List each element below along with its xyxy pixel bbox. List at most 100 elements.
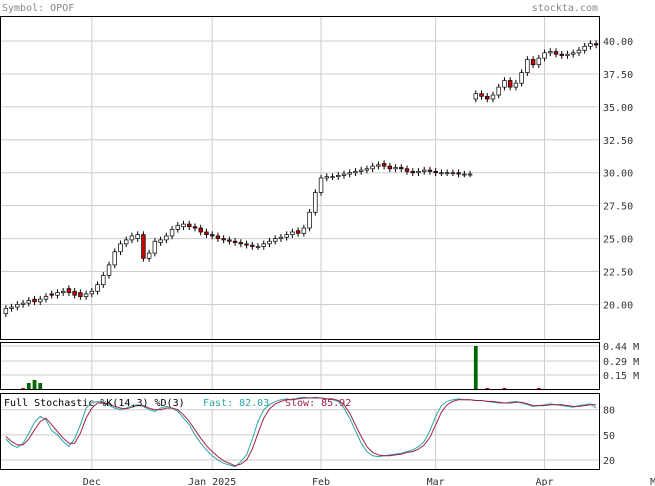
candle-body <box>485 95 490 100</box>
candle-body <box>164 235 169 241</box>
candle-body <box>536 57 542 66</box>
stochastic-tick-label: 20 <box>603 456 615 467</box>
candle-body <box>112 251 117 266</box>
candle-body <box>559 53 564 56</box>
candle-body <box>232 240 238 243</box>
volume-tick-label: 0.29 M <box>603 357 639 368</box>
price-tick-label: 22.50 <box>603 268 633 279</box>
candle-body <box>582 45 587 51</box>
slow-value-label: Slow: 85.92 <box>285 398 351 409</box>
candle-body <box>450 172 456 175</box>
candle-body <box>381 163 387 167</box>
price-tick-label: 37.50 <box>603 70 633 81</box>
price-tick-label: 20.00 <box>603 300 633 311</box>
candle-body <box>439 172 444 175</box>
candle-body <box>123 239 129 245</box>
volume-tick-label: 0.44 M <box>603 342 639 353</box>
candle-body <box>215 235 221 239</box>
candle-body <box>467 173 473 176</box>
candle-body <box>456 172 461 175</box>
candle-body <box>187 223 192 228</box>
candle-body <box>513 82 519 88</box>
x-tick-label: Feb <box>312 477 330 486</box>
candle-body <box>502 80 507 88</box>
candle-body <box>404 168 410 172</box>
candle-body <box>118 243 123 253</box>
candle-body <box>198 227 203 233</box>
candle-body <box>227 239 232 242</box>
candle-body <box>588 43 593 47</box>
volume-bar <box>32 380 37 390</box>
candle-body <box>427 169 433 172</box>
candle-body <box>421 169 427 172</box>
candle-body <box>473 93 479 100</box>
candle-body <box>542 52 547 59</box>
candle-body <box>416 171 421 174</box>
candle-body <box>393 167 398 170</box>
candle-body <box>261 243 266 247</box>
candle-body <box>290 231 295 235</box>
slow-d-line <box>5 397 597 467</box>
candle-body <box>238 242 244 245</box>
volume-panel-frame <box>0 342 600 390</box>
candle-body <box>330 176 335 179</box>
candle-body <box>507 80 513 88</box>
candle-body <box>593 43 599 46</box>
candle-body <box>60 290 66 293</box>
candle-body <box>135 234 140 239</box>
candle-body <box>301 227 307 234</box>
candle-body <box>175 225 181 230</box>
candle-body <box>55 292 60 296</box>
candle-body <box>444 172 450 175</box>
candle-body <box>490 94 496 100</box>
candle-body <box>525 59 530 73</box>
candle-body <box>548 51 553 54</box>
candle-body <box>43 296 49 300</box>
candle-body <box>221 238 226 241</box>
candle-body <box>278 236 284 239</box>
candle-body <box>272 238 278 242</box>
candle-body <box>192 226 198 229</box>
candle-body <box>15 304 20 308</box>
price-tick-label: 40.00 <box>603 37 633 48</box>
price-tick-label: 25.00 <box>603 235 633 246</box>
candle-body <box>267 240 272 245</box>
x-tick-label: Dec <box>83 477 101 486</box>
candle-body <box>376 164 381 167</box>
candle-body <box>83 293 89 297</box>
grid-lines <box>0 16 600 470</box>
candle-body <box>479 93 484 97</box>
x-tick-label: May <box>650 477 655 486</box>
candle-body <box>565 53 570 56</box>
candle-body <box>347 172 352 175</box>
candle-body <box>353 171 358 174</box>
candle-body <box>66 288 72 293</box>
candle-body <box>95 284 100 292</box>
candle-body <box>32 298 37 303</box>
candle-body <box>89 290 95 295</box>
candle-body <box>387 165 393 170</box>
stochastic-panel-frame <box>0 393 600 470</box>
indicator-title: Full Stochastic %K(14,3) %D(3) <box>4 398 185 409</box>
price-tick-label: 30.00 <box>603 169 633 180</box>
axis-tick-labels: Dec Jan 2025 Feb Mar Apr May 20.00 22.50 25.00 27… <box>83 37 655 486</box>
fast-value-label: Fast: 82.03 <box>203 398 269 409</box>
candle-body <box>101 275 106 286</box>
candle-body <box>576 49 582 54</box>
candle-body <box>284 234 289 238</box>
candle-body <box>462 173 467 176</box>
candle-body <box>307 211 312 229</box>
price-tick-label: 32.50 <box>603 136 633 147</box>
panel-frames <box>0 16 600 470</box>
candle-body <box>3 308 9 315</box>
candle-body <box>244 243 249 246</box>
candle-body <box>26 300 32 304</box>
candle-body <box>255 246 261 248</box>
candle-body <box>158 239 163 243</box>
candle-body <box>250 244 255 247</box>
candle-body <box>324 176 330 179</box>
x-tick-label: Mar <box>427 477 445 486</box>
candle-body <box>141 234 146 259</box>
candle-body <box>20 302 26 305</box>
x-tick-label: Jan 2025 <box>188 477 236 486</box>
